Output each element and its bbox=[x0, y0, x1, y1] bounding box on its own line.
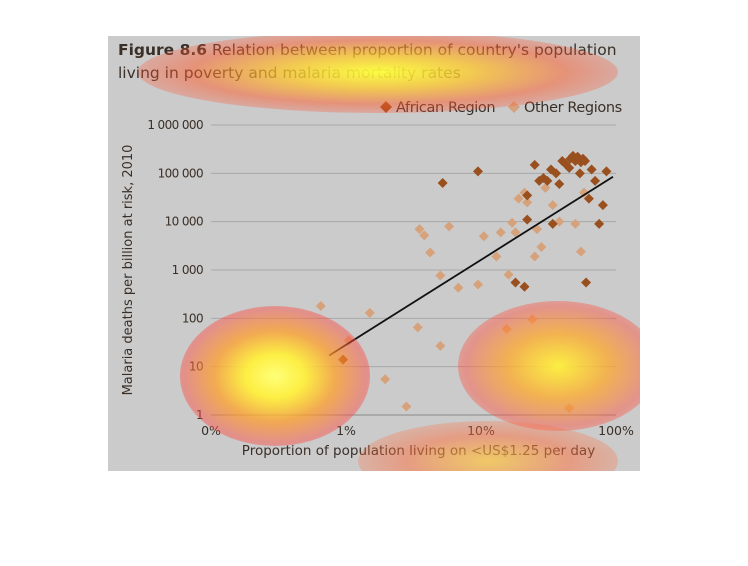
y-tick-label: 100 bbox=[182, 311, 203, 325]
data-point-other bbox=[540, 182, 551, 193]
y-tick-label: 1 bbox=[196, 408, 203, 422]
data-point-other bbox=[532, 224, 543, 235]
data-point-other bbox=[472, 279, 483, 290]
data-point-african bbox=[594, 218, 605, 229]
data-point-african bbox=[551, 168, 562, 179]
data-point-african bbox=[437, 178, 448, 189]
data-point-other bbox=[519, 187, 530, 198]
data-point-other bbox=[527, 314, 538, 325]
data-point-african bbox=[522, 190, 533, 201]
data-point-african bbox=[597, 200, 608, 211]
data-point-african bbox=[590, 175, 601, 186]
data-point-other bbox=[491, 251, 502, 262]
data-point-other bbox=[536, 241, 547, 252]
data-point-african bbox=[560, 158, 571, 169]
data-point-other bbox=[501, 324, 512, 335]
data-point-other bbox=[401, 401, 412, 412]
y-tick-label: 100 000 bbox=[158, 166, 203, 180]
data-point-other bbox=[453, 282, 464, 293]
data-point-other bbox=[510, 227, 521, 238]
legend-marker-african bbox=[380, 101, 392, 113]
y-tick-label: 10 bbox=[189, 360, 203, 374]
data-point-african bbox=[581, 277, 592, 288]
data-point-other bbox=[513, 193, 524, 204]
data-point-other bbox=[435, 340, 446, 351]
data-point-african bbox=[547, 218, 558, 229]
data-point-african bbox=[554, 179, 565, 190]
data-point-other bbox=[503, 269, 514, 280]
scatter-plot: 1 10 100 1 000 10 000 100 000 1 000 000 0% 1% 10%… bbox=[121, 100, 634, 459]
data-point-other bbox=[547, 200, 558, 211]
data-point-other bbox=[575, 246, 586, 257]
data-point-african bbox=[564, 162, 575, 173]
data-point-african bbox=[580, 155, 591, 166]
trend-line bbox=[328, 175, 614, 357]
data-point-other bbox=[435, 270, 446, 281]
data-point-african bbox=[519, 281, 530, 292]
data-point-other bbox=[507, 217, 518, 228]
data-point-other bbox=[522, 197, 533, 208]
data-point-african bbox=[337, 354, 348, 365]
data-point-other bbox=[570, 218, 581, 229]
data-point-other bbox=[364, 307, 375, 318]
x-axis-label: Proportion of population living on <US$1… bbox=[242, 443, 595, 459]
legend-label-african: African Region bbox=[396, 100, 495, 116]
data-point-other bbox=[380, 374, 391, 385]
data-point-african bbox=[510, 277, 521, 288]
data-point-other bbox=[419, 230, 430, 241]
data-point-other bbox=[315, 300, 326, 311]
data-point-other bbox=[579, 187, 590, 198]
data-point-other bbox=[554, 216, 565, 227]
y-tick-label: 1 000 bbox=[172, 263, 203, 277]
data-point-other bbox=[495, 227, 506, 238]
data-point-other bbox=[414, 224, 425, 235]
data-point-african bbox=[472, 166, 483, 177]
data-point-african bbox=[534, 175, 545, 186]
x-tick-label: 10% bbox=[467, 423, 495, 438]
y-axis-label: Malaria deaths per billion at risk, 2010 bbox=[121, 145, 136, 396]
data-point-african bbox=[529, 159, 540, 170]
chart-figure: Figure 8.6 Relation between proportion o… bbox=[108, 36, 640, 471]
data-point-other bbox=[444, 221, 455, 232]
data-point-african bbox=[574, 168, 585, 179]
x-tick-label: 100% bbox=[598, 423, 634, 438]
legend-label-other: Other Regions bbox=[524, 100, 622, 116]
data-point-other bbox=[564, 402, 575, 413]
data-point-african bbox=[542, 175, 553, 186]
legend-marker-other bbox=[508, 101, 520, 113]
data-point-african bbox=[601, 166, 612, 177]
data-point-other bbox=[425, 247, 436, 258]
data-point-african bbox=[586, 164, 597, 175]
data-point-african bbox=[522, 214, 533, 225]
y-tick-label: 1 000 000 bbox=[147, 118, 203, 132]
data-point-other bbox=[529, 251, 540, 262]
data-point-other bbox=[478, 231, 489, 242]
data-point-african bbox=[583, 193, 594, 204]
x-tick-label: 0% bbox=[201, 423, 221, 438]
x-tick-label: 1% bbox=[336, 423, 356, 438]
data-point-other bbox=[412, 322, 423, 333]
y-tick-label: 10 000 bbox=[165, 215, 203, 229]
